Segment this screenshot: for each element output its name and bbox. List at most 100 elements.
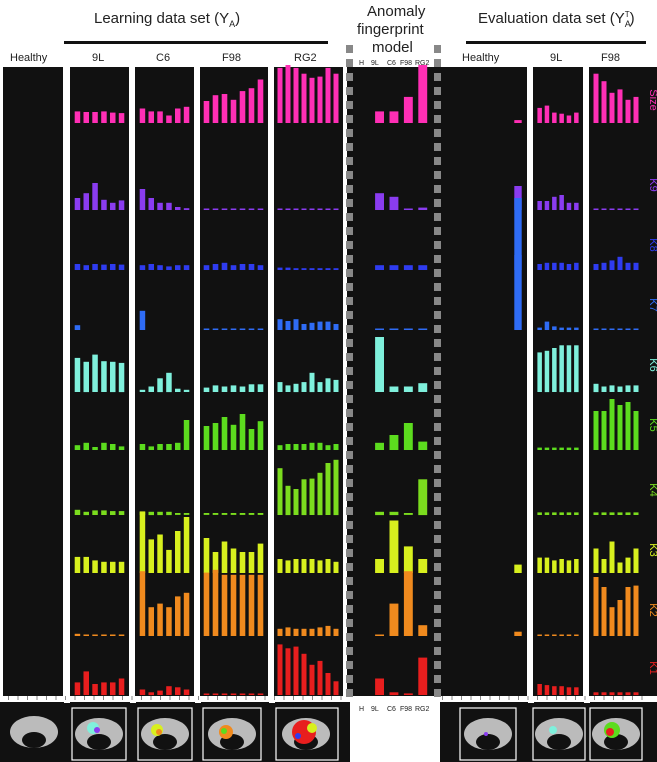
- col-label-rg2: RG2: [294, 52, 317, 64]
- bar-f98-k2-3: [230, 574, 237, 636]
- evaluation-header-sup: T: [624, 10, 630, 19]
- panel-bg-6: [437, 67, 527, 696]
- tick: [613, 696, 614, 700]
- bar-9leval-size-0: [537, 107, 542, 123]
- tick: [74, 696, 76, 700]
- bar-f98eval-size-1: [601, 81, 607, 123]
- bar-9l-k1-2: [92, 684, 98, 695]
- bar-9leval-k6-0: [537, 352, 542, 392]
- bar-model-k8-4: [418, 265, 428, 270]
- dash-left: [346, 409, 353, 417]
- brain-rg2-lesion-0: [292, 720, 316, 744]
- tick: [480, 696, 481, 700]
- tick: [198, 696, 199, 700]
- bar-c6-size-0: [139, 108, 146, 123]
- bar-9l-k1-5: [118, 678, 125, 695]
- bar-f98-k2-6: [257, 574, 264, 636]
- bar-f98-k4-3: [230, 513, 237, 515]
- bar-rg2-k3-3: [301, 559, 307, 573]
- tick: [594, 696, 595, 700]
- bar-rg2-k7-5: [317, 321, 323, 330]
- dash-right: [434, 577, 441, 585]
- bar-9l-k7-0: [74, 325, 81, 330]
- bar-f98eval-k5-3: [617, 405, 623, 450]
- dash-left: [346, 577, 353, 585]
- bar-rg2-size-7: [333, 73, 339, 123]
- bar-f98eval-k4-1: [601, 512, 607, 515]
- model-label-rg2: RG2: [415, 60, 430, 67]
- bar-rg2-k4-4: [309, 478, 315, 515]
- tick: [518, 696, 519, 700]
- separator-2: [195, 67, 200, 696]
- bar-9leval-k9-2: [552, 196, 557, 210]
- tick: [46, 696, 47, 700]
- bar-f98-k7-5: [248, 328, 255, 330]
- bar-9leval-k8-3: [559, 262, 564, 270]
- bar-9l-k1-0: [74, 682, 81, 696]
- bar-rg2-k5-1: [285, 444, 291, 450]
- bar-9l-k5-0: [74, 445, 81, 450]
- bar-model-k8-2: [389, 265, 399, 270]
- bar-9l-k8-4: [110, 264, 116, 270]
- bar-rg2-k1-7: [333, 681, 339, 696]
- bar-rg2-k6-0: [277, 382, 283, 392]
- dash-right: [434, 269, 441, 277]
- bar-f98-k3-2: [221, 541, 228, 573]
- bar-c6-k5-5: [183, 420, 190, 450]
- dash-right: [434, 647, 441, 655]
- bar-9leval-k7-3: [559, 327, 564, 330]
- bar-9leval-k4-4: [566, 512, 572, 515]
- bar-rg2-k1-2: [293, 646, 299, 695]
- tick: [584, 696, 586, 700]
- bar-9l-k4-3: [101, 510, 107, 515]
- bar-rg2-k2-2: [293, 628, 299, 636]
- tick: [283, 696, 285, 700]
- bar-f98-k8-0: [203, 265, 210, 270]
- brain-eval-9l-notch: [547, 734, 571, 750]
- dash-left: [346, 213, 353, 221]
- bar-f98-k1-0: [203, 693, 210, 695]
- tick: [8, 696, 9, 700]
- bar-c6-k9-2: [157, 202, 163, 210]
- bar-model-k5-4: [418, 441, 428, 450]
- dash-left: [346, 59, 353, 67]
- bar-rg2-k6-1: [285, 385, 291, 392]
- bar-rg2-k9-5: [317, 208, 323, 210]
- bar-f98eval-k9-1: [601, 208, 607, 210]
- bar-f98eval-k2-3: [617, 600, 623, 636]
- brain-f98-lesion-1: [221, 728, 227, 734]
- bar-f98eval-k7-0: [593, 328, 599, 330]
- model-bottom-label-f98: F98: [400, 706, 413, 713]
- bar-f98eval-k9-4: [625, 208, 631, 210]
- bar-rg2-k7-2: [293, 319, 299, 330]
- dash-right: [434, 339, 441, 347]
- bar-rg2-k6-6: [325, 378, 331, 393]
- brain-eval-f98: [592, 718, 640, 750]
- tick: [632, 696, 633, 700]
- bar-rg2-k1-5: [317, 660, 323, 695]
- bar-f98eval-k7-4: [625, 328, 631, 330]
- bar-rg2-size-5: [317, 76, 323, 123]
- bar-9leval-k3-3: [559, 559, 564, 573]
- panel-bg-2: [135, 67, 194, 696]
- bar-f98eval-k6-0: [593, 383, 599, 393]
- eval-separator-1: [584, 67, 589, 696]
- dash-left: [346, 199, 353, 207]
- bar-healthyeval-size-6: [514, 120, 522, 123]
- bar-f98-k7-4: [239, 328, 246, 330]
- thumb-frame-9l: [71, 707, 127, 761]
- dash-right: [434, 479, 441, 487]
- bar-model-k4-4: [418, 479, 428, 516]
- bar-model-k9-3: [403, 208, 413, 210]
- bar-9l-k9-3: [101, 199, 107, 210]
- dash-right: [434, 549, 441, 557]
- bar-rg2-k1-3: [301, 653, 307, 696]
- bar-model-k7-3: [403, 328, 413, 330]
- bar-f98-k9-4: [239, 208, 246, 210]
- dash-left: [346, 633, 353, 641]
- bar-rg2-k9-3: [301, 208, 307, 210]
- bar-9leval-k5-0: [537, 447, 542, 450]
- bar-f98eval-size-3: [617, 89, 623, 123]
- bar-f98eval-k1-5: [633, 692, 639, 696]
